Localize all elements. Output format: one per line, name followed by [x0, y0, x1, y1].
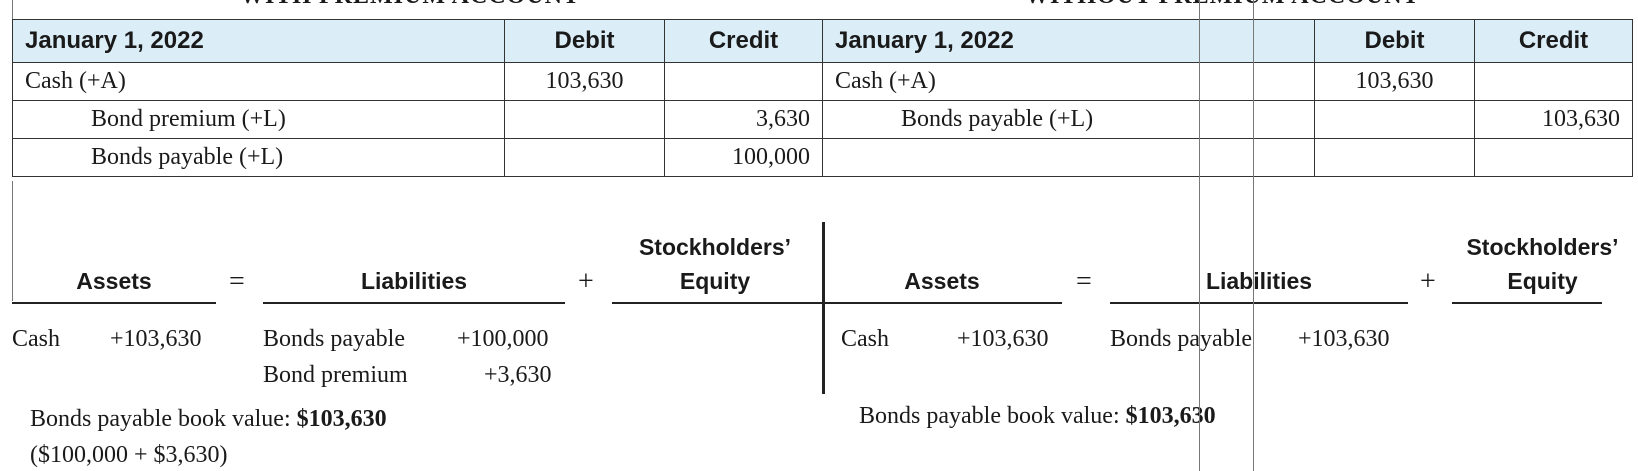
credit-cell: 3,630 — [664, 100, 823, 139]
right-journal-table: January 1, 2022 Debit Credit Cash (+A) 1… — [822, 19, 1633, 177]
equity-underline — [612, 302, 822, 304]
guide-line — [1199, 0, 1200, 471]
table-header-row: January 1, 2022 Debit Credit — [822, 19, 1633, 63]
guide-line — [1253, 0, 1254, 471]
equals-sign: = — [1076, 266, 1092, 297]
credit-cell: 100,000 — [664, 138, 823, 177]
table-row: Cash (+A) 103,630 — [822, 62, 1633, 101]
account-cell: Bonds payable (+L) — [822, 100, 1315, 139]
plus-sign: + — [1420, 266, 1436, 297]
table-row: Cash (+A) 103,630 — [12, 62, 823, 101]
table-header-row: January 1, 2022 Debit Credit — [12, 19, 823, 63]
table-row: Bonds payable (+L) 103,630 — [822, 100, 1633, 139]
credit-cell: 103,630 — [1474, 100, 1633, 139]
table-row: Bonds payable (+L) 100,000 — [12, 138, 823, 177]
liabilities-underline — [1110, 302, 1408, 304]
assets-underline — [12, 302, 216, 304]
liability-label: Bonds payable — [1110, 326, 1252, 352]
debit-header: Debit — [1314, 19, 1475, 63]
credit-header: Credit — [1474, 19, 1633, 63]
date-header: January 1, 2022 — [12, 19, 505, 63]
debit-cell — [504, 100, 665, 139]
account-cell — [822, 138, 1315, 177]
liability-value: +100,000 — [457, 326, 549, 352]
book-value-amount: $103,630 — [296, 406, 387, 432]
book-value-calculation: ($100,000 + $3,630) — [30, 442, 228, 468]
table-row: Bond premium (+L) 3,630 — [12, 100, 823, 139]
book-value-amount: $103,630 — [1125, 403, 1216, 429]
credit-cell — [1474, 138, 1633, 177]
liability-value: +103,630 — [1298, 326, 1390, 352]
plus-sign: + — [578, 266, 594, 297]
assets-heading: Assets — [76, 268, 152, 294]
assets-underline — [822, 302, 1062, 304]
liabilities-heading: Liabilities — [1205, 268, 1313, 294]
left-section-title: WITH PREMIUM ACCOUNT — [240, 0, 580, 10]
liabilities-underline — [263, 302, 565, 304]
table-row — [822, 138, 1633, 177]
book-value-line: Bonds payable book value: $103,630 — [30, 406, 387, 433]
liability-value: +3,630 — [484, 362, 552, 388]
right-section-title: WITHOUT PREMIUM ACCOUNT — [1025, 0, 1420, 10]
liabilities-heading: Liabilities — [360, 268, 468, 294]
debit-cell: 103,630 — [1314, 62, 1475, 101]
liability-label: Bonds payable — [263, 326, 405, 352]
account-cell: Cash (+A) — [822, 62, 1315, 101]
account-cell: Cash (+A) — [12, 62, 505, 101]
book-value-label: Bonds payable book value: — [30, 406, 297, 432]
account-cell: Bond premium (+L) — [12, 100, 505, 139]
liability-label: Bond premium — [263, 362, 408, 388]
credit-cell — [1474, 62, 1633, 101]
asset-label: Cash — [12, 326, 60, 352]
credit-header: Credit — [664, 19, 823, 63]
asset-label: Cash — [841, 326, 889, 352]
debit-header: Debit — [504, 19, 665, 63]
frame-line — [12, 181, 13, 301]
asset-value: +103,630 — [110, 326, 202, 352]
equity-heading-line1: Stockholders’ — [1466, 234, 1619, 260]
asset-value: +103,630 — [957, 326, 1049, 352]
credit-cell — [664, 62, 823, 101]
account-cell: Bonds payable (+L) — [12, 138, 505, 177]
debit-cell: 103,630 — [504, 62, 665, 101]
section-divider — [822, 222, 825, 394]
date-header: January 1, 2022 — [822, 19, 1315, 63]
debit-cell — [1314, 100, 1475, 139]
book-value-line: Bonds payable book value: $103,630 — [859, 403, 1216, 430]
debit-cell — [504, 138, 665, 177]
equity-heading-line2: Equity — [679, 268, 751, 294]
equals-sign: = — [229, 266, 245, 297]
equity-underline — [1452, 302, 1602, 304]
book-value-label: Bonds payable book value: — [859, 403, 1126, 429]
left-journal-table: January 1, 2022 Debit Credit Cash (+A) 1… — [12, 19, 823, 177]
equity-heading-line2: Equity — [1507, 268, 1578, 294]
debit-cell — [1314, 138, 1475, 177]
frame-line — [12, 0, 13, 19]
equity-heading-line1: Stockholders’ — [638, 234, 792, 260]
assets-heading: Assets — [904, 268, 980, 294]
